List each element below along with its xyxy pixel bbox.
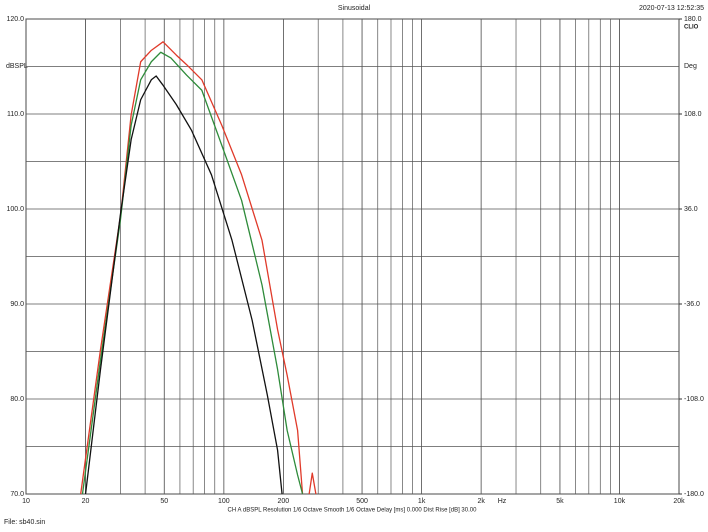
x-unit: Hz — [498, 498, 507, 505]
file-name: File: sb40.sin — [4, 519, 45, 526]
y-tick-label: 100.0 — [6, 206, 24, 213]
response-curve — [84, 75, 283, 495]
timestamp: 2020-07-13 12:52:35 — [639, 5, 704, 12]
x-tick-label: 20 — [82, 498, 90, 505]
y2-tick-label: 108.0 — [684, 111, 702, 118]
y-tick-label: 110.0 — [7, 111, 24, 118]
y2-axis-label: Deg — [684, 63, 697, 70]
response-curve — [81, 51, 304, 495]
x-tick-label: 1k — [418, 498, 426, 505]
x-tick-label: 500 — [356, 498, 368, 505]
x-tick-label: 20k — [673, 498, 685, 505]
x-tick-label: 100 — [218, 498, 230, 505]
x-tick-label: 50 — [160, 498, 168, 505]
y2-tick-label: 36.0 — [684, 206, 698, 213]
x-tick-label: 2k — [477, 498, 485, 505]
chart-title: Sinusoidal — [338, 5, 371, 12]
y-tick-label: 80.0 — [10, 396, 24, 403]
y2-tick-label: -108.0 — [684, 396, 704, 403]
x-tick-label: 5k — [556, 498, 564, 505]
footer: CH A dBSPL Resolution 1/6 Octave Smooth … — [228, 508, 478, 514]
y2-tick-label: 180.0 — [684, 16, 702, 23]
response-curve — [80, 41, 317, 495]
x-tick-label: 200 — [278, 498, 290, 505]
y2-tick-label: -36.0 — [684, 301, 700, 308]
y-tick-label: 90.0 — [10, 301, 24, 308]
x-tick-label: 10 — [22, 498, 30, 505]
y-axis-label: dBSPL — [6, 63, 28, 70]
y2-tick-label: -180.0 — [684, 491, 704, 498]
y-tick-label: 120.0 — [6, 16, 24, 23]
y-tick-label: 70.0 — [10, 491, 24, 498]
x-tick-label: 10k — [614, 498, 626, 505]
brand: CLIO — [684, 25, 699, 31]
